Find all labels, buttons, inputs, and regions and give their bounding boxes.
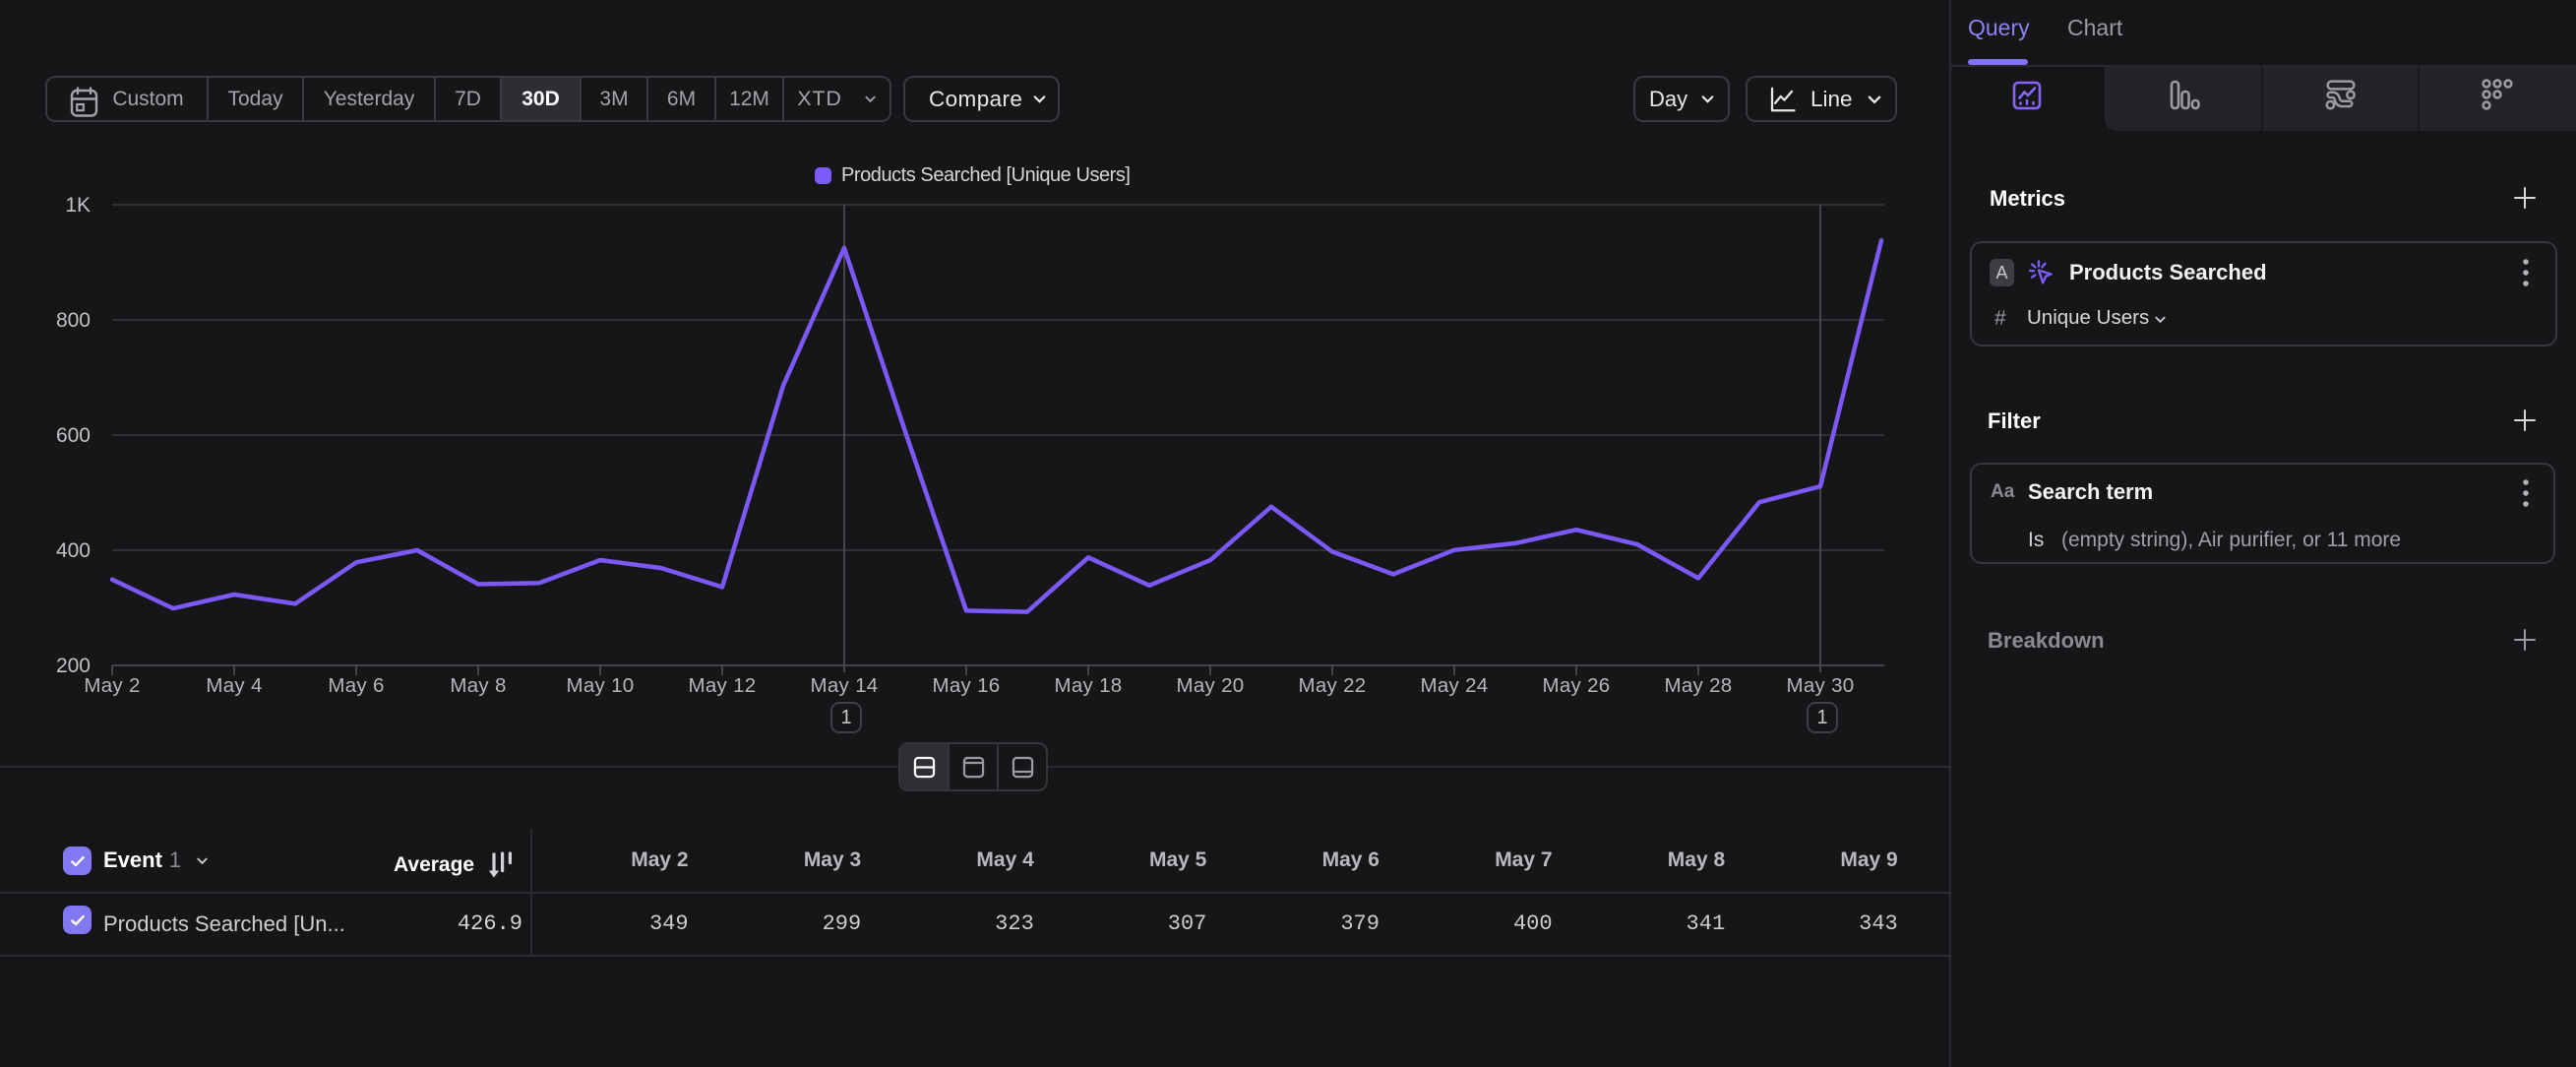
svg-text:May 18: May 18 (1054, 674, 1122, 697)
svg-text:1K: 1K (65, 194, 91, 217)
svg-text:May 6: May 6 (328, 674, 384, 697)
svg-text:May 22: May 22 (1298, 674, 1366, 697)
svg-text:May 14: May 14 (810, 674, 878, 697)
svg-text:May 2: May 2 (84, 674, 140, 697)
svg-text:May 8: May 8 (450, 674, 506, 697)
svg-text:200: 200 (56, 655, 91, 677)
svg-text:May 20: May 20 (1176, 674, 1244, 697)
svg-text:May 30: May 30 (1786, 674, 1854, 697)
svg-text:400: 400 (56, 539, 91, 562)
svg-text:May 4: May 4 (206, 674, 262, 697)
svg-text:May 12: May 12 (688, 674, 756, 697)
svg-text:600: 600 (56, 424, 91, 447)
svg-text:800: 800 (56, 309, 91, 332)
svg-text:May 24: May 24 (1420, 674, 1488, 697)
svg-text:May 26: May 26 (1542, 674, 1610, 697)
svg-text:May 10: May 10 (566, 674, 634, 697)
svg-text:May 28: May 28 (1664, 674, 1732, 697)
svg-text:May 16: May 16 (932, 674, 1000, 697)
